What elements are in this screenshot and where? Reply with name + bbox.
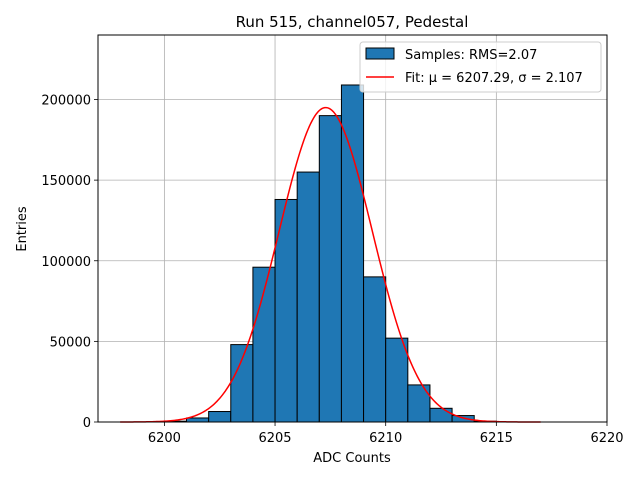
histogram-bar	[186, 417, 210, 423]
y-axis-ticks: 0 50000 100000 150000 200000	[41, 94, 98, 431]
x-axis-ticks: 6200 6205 6210 6215 6220	[148, 422, 624, 446]
histogram-bar	[208, 411, 232, 423]
x-tick-label: 6210	[369, 431, 402, 446]
legend-label-samples: Samples: RMS=2.07	[405, 48, 537, 63]
y-tick-label: 150000	[41, 174, 91, 189]
x-tick-label: 6215	[480, 431, 513, 446]
legend-swatch-samples	[365, 47, 395, 60]
y-axis-label: Entries	[15, 206, 30, 252]
chart-title: Run 515, channel057, Pedestal	[236, 13, 469, 31]
histogram-bar	[296, 171, 320, 423]
y-tick-label: 100000	[41, 255, 91, 270]
y-tick-label: 0	[83, 416, 91, 431]
histogram-bars	[163, 84, 497, 423]
histogram-bar	[230, 344, 254, 423]
histogram-bar	[363, 276, 387, 423]
y-tick-label: 50000	[50, 335, 91, 350]
legend: Samples: RMS=2.07 Fit: μ = 6207.29, σ = …	[359, 41, 602, 93]
histogram-bar	[429, 407, 453, 423]
legend-label-fit: Fit: μ = 6207.29, σ = 2.107	[405, 71, 583, 86]
x-axis-label: ADC Counts	[313, 451, 391, 466]
legend-box	[359, 41, 602, 93]
x-tick-label: 6220	[590, 431, 623, 446]
histogram-bar	[318, 115, 342, 423]
plot-frame	[97, 34, 608, 423]
fit-curve	[120, 106, 541, 423]
histogram-bar	[385, 337, 409, 423]
x-tick-label: 6200	[148, 431, 181, 446]
y-tick-label: 200000	[41, 94, 91, 109]
histogram-bar	[340, 84, 365, 423]
x-tick-label: 6205	[258, 431, 291, 446]
fit-gaussian-line	[120, 106, 541, 423]
